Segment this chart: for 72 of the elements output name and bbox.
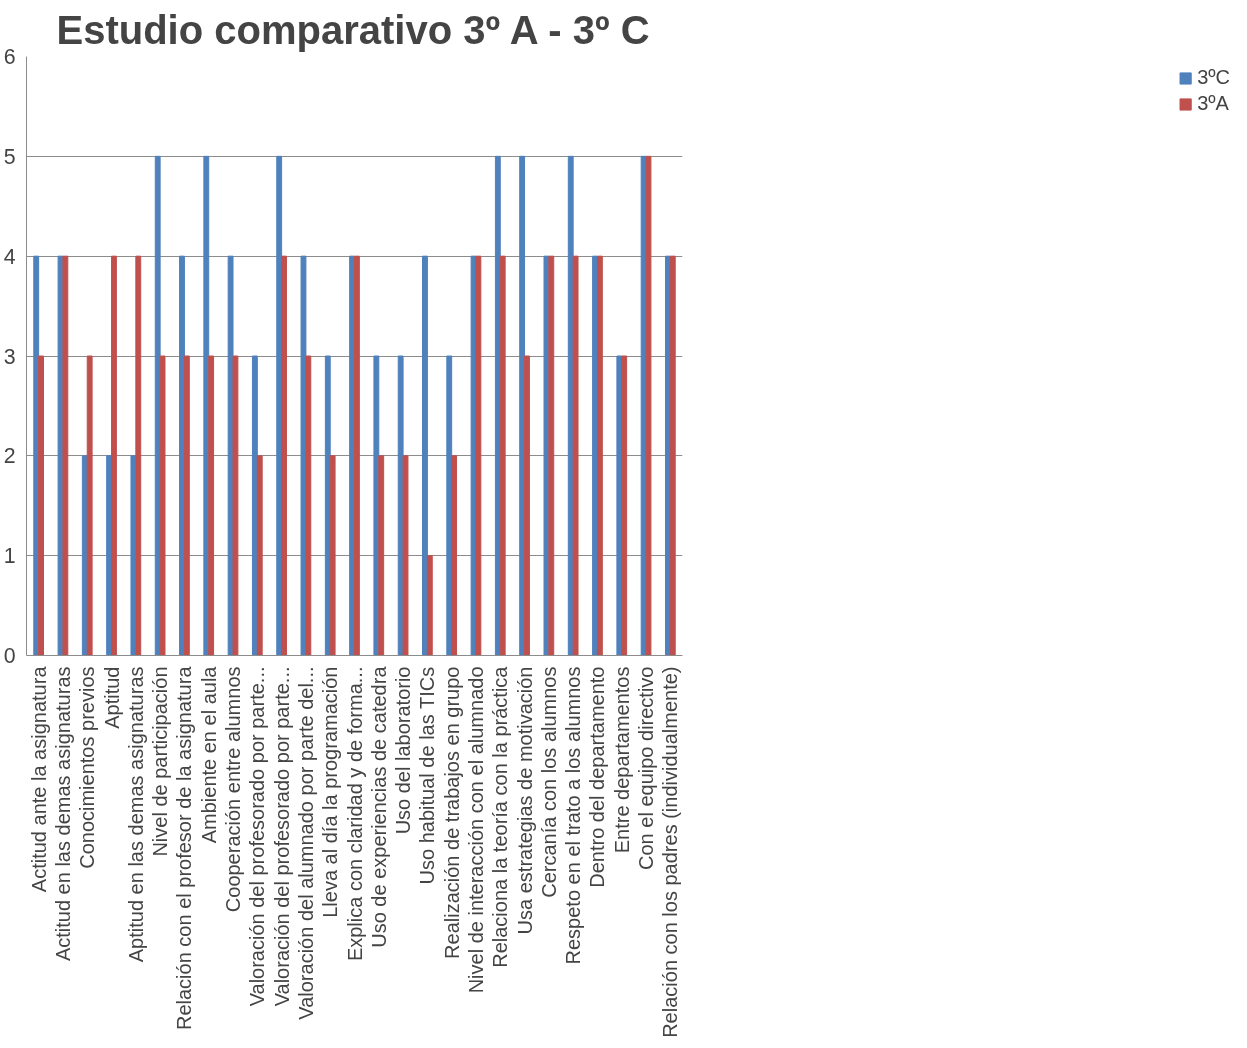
x-tick-label: Cercanía con los alumnos bbox=[537, 666, 560, 898]
bar bbox=[422, 255, 428, 656]
x-tick-label: Usa estrategias de motivación bbox=[513, 666, 536, 935]
x-tick-label: Aptitud bbox=[100, 666, 123, 729]
bar bbox=[378, 455, 385, 656]
x-tick-label: Ambiente en el aula bbox=[197, 665, 220, 844]
x-tick-label: Aptitud en las demas asignaturas bbox=[124, 666, 147, 963]
bar bbox=[596, 255, 603, 656]
x-tick-label: Actitud en las demas asignaturas bbox=[51, 666, 74, 962]
bar bbox=[62, 255, 69, 656]
x-tick-label: Relaciona la teoría con la práctica bbox=[489, 665, 512, 968]
bar bbox=[402, 455, 409, 656]
chart-title: Estudio comparativo 3º A - 3º C bbox=[56, 7, 650, 52]
bar bbox=[111, 255, 117, 656]
bar bbox=[159, 355, 166, 656]
bar bbox=[300, 255, 307, 656]
y-tick-label: 2 bbox=[3, 444, 16, 469]
bar bbox=[183, 355, 190, 656]
x-tick-label: Uso habitual de las TICs bbox=[416, 666, 439, 885]
bar bbox=[373, 355, 380, 656]
bar bbox=[251, 355, 258, 656]
bar bbox=[621, 355, 628, 656]
y-tick-label: 5 bbox=[3, 144, 16, 169]
x-tick-label: Con el equipo directivo bbox=[635, 666, 658, 870]
bar bbox=[135, 255, 142, 656]
y-tick-label: 1 bbox=[3, 544, 16, 569]
x-tick-label: Relación con los padres (individualmente) bbox=[659, 666, 682, 1038]
x-tick-label: Explica con claridad y de forma... bbox=[343, 666, 366, 962]
bar bbox=[572, 255, 579, 656]
bar bbox=[256, 455, 263, 656]
bar bbox=[669, 255, 676, 656]
x-tick-label: Relación con el profesor de la asignatura bbox=[173, 665, 196, 1031]
legend-label: 3ºA bbox=[1197, 92, 1229, 115]
bar bbox=[324, 355, 331, 656]
x-tick-label: Valoración del profesorado por parte... bbox=[270, 666, 293, 1007]
bar bbox=[499, 255, 506, 656]
x-tick-label: Realización de trabajos en grupo bbox=[440, 666, 463, 959]
x-tick-label: Actitud ante la asignatura bbox=[27, 665, 50, 893]
bar bbox=[208, 355, 215, 656]
x-tick-label: Valoración del alumnado por parte del... bbox=[294, 666, 317, 1020]
y-tick-label: 6 bbox=[3, 45, 16, 69]
bar bbox=[426, 555, 433, 656]
x-tick-label: Dentro del departamento bbox=[586, 666, 609, 888]
y-tick-label: 3 bbox=[3, 344, 16, 369]
x-tick-label: Respeto en el trato a los alumnos bbox=[562, 666, 585, 965]
bar bbox=[519, 155, 526, 656]
x-tick-label: Valoración del profesorado por parte... bbox=[246, 666, 269, 1007]
x-tick-label: Nivel de participación bbox=[149, 666, 172, 857]
bar bbox=[451, 455, 458, 656]
x-tick-label: Uso de experiencias de catedra bbox=[367, 665, 390, 948]
bar bbox=[645, 155, 652, 656]
x-tick-label: Uso del laboratorio bbox=[392, 666, 415, 835]
bar bbox=[86, 355, 93, 656]
bar bbox=[354, 255, 360, 656]
x-tick-label: Nivel de interacción con el alumnado bbox=[464, 666, 487, 994]
bar bbox=[281, 255, 287, 656]
bar bbox=[232, 355, 239, 656]
bar bbox=[524, 355, 530, 656]
y-tick-label: 0 bbox=[3, 644, 16, 668]
bar bbox=[305, 355, 312, 656]
x-tick-label: Lleva al día la programación bbox=[319, 666, 342, 918]
bar bbox=[475, 255, 482, 656]
x-tick-label: Cooperación entre alumnos bbox=[222, 666, 245, 913]
bar bbox=[203, 155, 210, 656]
bar bbox=[329, 455, 336, 656]
bar bbox=[38, 355, 45, 656]
bar bbox=[446, 355, 453, 656]
bar bbox=[548, 255, 555, 656]
y-tick-label: 4 bbox=[3, 244, 16, 269]
x-tick-label: Entre departamentos bbox=[610, 666, 633, 854]
legend-label: 3ºC bbox=[1197, 66, 1230, 89]
x-tick-label: Conocimientos previos bbox=[76, 666, 99, 869]
